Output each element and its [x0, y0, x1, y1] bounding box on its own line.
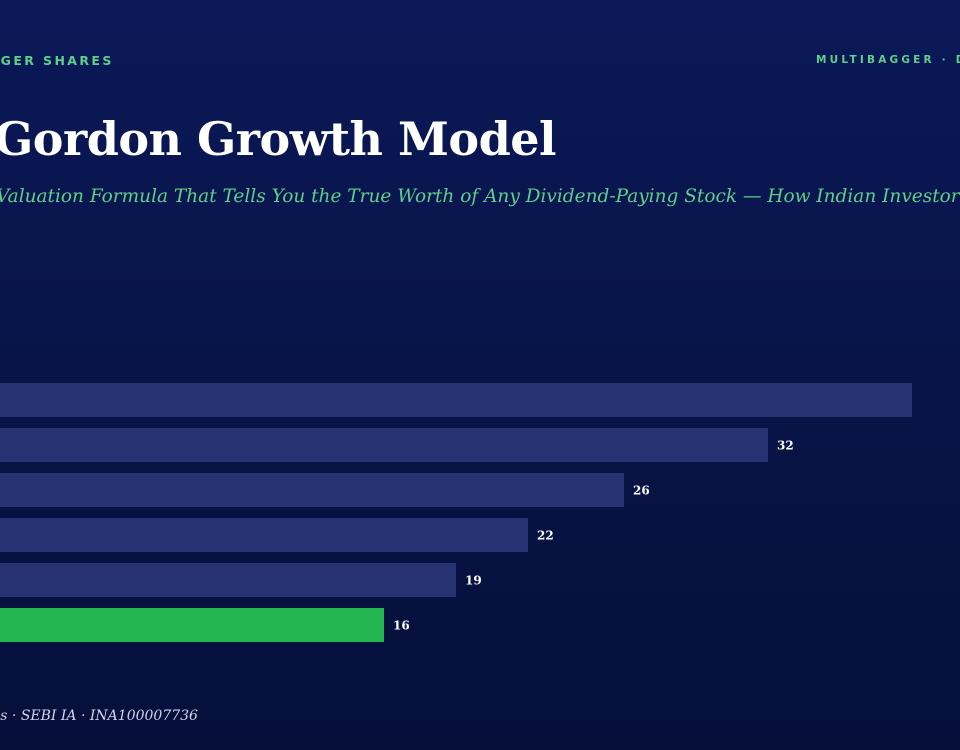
bar-4-value-label: 22 [537, 529, 554, 543]
brand-name: GGER SHARES [0, 53, 114, 68]
bar-2-value-label: 32 [777, 439, 794, 453]
bar-2 [0, 428, 768, 462]
bar-3-value-label: 26 [633, 484, 650, 498]
bar-5 [0, 563, 456, 597]
brand-tag: MULTIBAGGER · D [816, 54, 960, 66]
bar-1 [0, 383, 912, 417]
bar-4 [0, 518, 528, 552]
bar-5-value-label: 19 [465, 574, 482, 588]
page-subtitle: Valuation Formula That Tells You the Tru… [0, 186, 960, 207]
bar-6-value-label: 16 [393, 619, 410, 633]
footer-disclaimer: es · SEBI IA · INA100007736 [0, 708, 198, 724]
bar-6 [0, 608, 384, 642]
bar-3 [0, 473, 624, 507]
page-title: Gordon Growth Model [0, 112, 557, 166]
